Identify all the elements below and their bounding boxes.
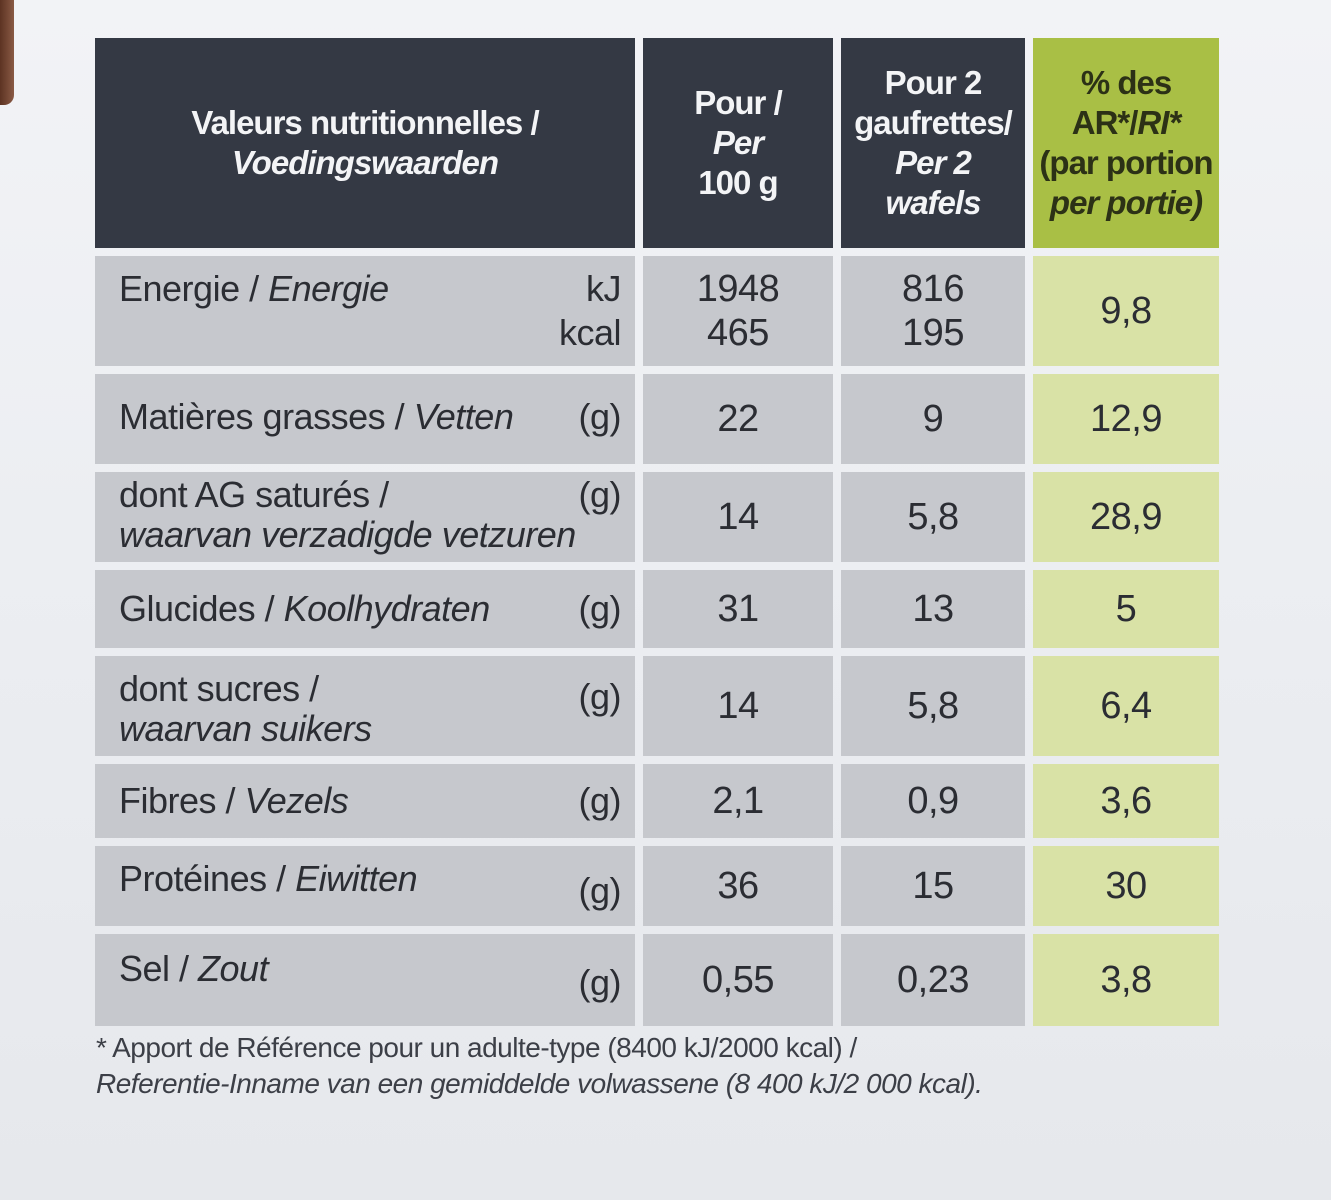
per-2-wafers-cell: 0,9 [841,764,1025,838]
header-per-100g: Pour / Per 100 g [643,38,833,248]
unit: (g) [578,780,622,821]
table-row: Sel / Zout (g) 0,55 0,23 3,8 [95,934,1219,1026]
label-nl: Energie [268,268,389,309]
header-col3-line4: per portie) [1049,184,1203,221]
row-label-fr: dont sucres / [119,668,319,709]
unit: (g) [578,474,622,515]
row-label: Glucides / Koolhydraten [119,590,490,628]
row-label-nl: waarvan verzadigde vetzuren [119,514,576,555]
row-label: Matières grasses / Vetten [119,396,514,437]
ri-cell: 5 [1033,570,1219,648]
table-row: Energie / Energie kJ kcal 1948 465 816 195… [95,256,1219,366]
header-col3-line1: % des [1080,64,1172,101]
value-kj-2wafers: 816 [902,268,964,310]
ri-cell: 3,8 [1033,934,1219,1026]
unit: (g) [578,396,622,437]
label-fr: Sel / [119,948,199,989]
row-label-cell: dont AG saturés / waarvan verzadigde vet… [95,472,635,562]
ri-cell: 3,6 [1033,764,1219,838]
header-col1-line3: 100 g [698,164,778,201]
header-col2-line4: wafels [885,184,982,221]
header-col3-ar: AR*/ [1071,104,1139,141]
label-fr: Matières grasses / [119,396,414,437]
row-label: Sel / Zout [119,948,269,989]
row-label-cell: Protéines / Eiwitten (g) [95,846,635,926]
header-col1-line1: Pour / [694,84,783,121]
row-label-cell: dont sucres / waarvan suikers (g) [95,656,635,756]
header-ri-percent: % des AR*/RI* (par portion per portie) [1033,38,1219,248]
nutrition-table: Valeurs nutritionnelles / Voedingswaarde… [95,38,1219,1026]
ri-cell: 28,9 [1033,472,1219,562]
unit: (g) [578,870,622,911]
header-per-2-wafers: Pour 2 gaufrettes/ Per 2 wafels [841,38,1025,248]
unit: (g) [578,676,622,717]
label-nl: Zout [198,948,269,989]
row-label: Protéines / Eiwitten [119,858,418,899]
package-edge [0,0,14,105]
per-100g-cell: 14 [643,472,833,562]
header-col2-line2: gaufrettes/ [854,104,1013,141]
unit-kcal: kcal [558,312,622,353]
row-label: Energie / Energie [119,270,389,308]
header-col2-line1: Pour 2 [884,64,983,101]
label-fr: Energie / [119,268,269,309]
table-row: Glucides / Koolhydraten (g) 31 13 5 [95,570,1219,648]
row-label-cell: Energie / Energie kJ kcal [95,256,635,366]
header-col3-line3: (par portion [1039,144,1213,181]
ri-cell: 12,9 [1033,374,1219,464]
table-row: Matières grasses / Vetten (g) 22 9 12,9 [95,374,1219,464]
header-col0-line2: Voedingswaarden [231,144,499,181]
per-2-wafers-cell: 15 [841,846,1025,926]
unit: (g) [578,588,622,629]
label-fr: Glucides / [119,588,284,629]
per-2-wafers-cell: 5,8 [841,656,1025,756]
value-kcal-100g: 465 [707,312,769,354]
per-100g-cell: 31 [643,570,833,648]
footnote: * Apport de Référence pour un adulte-typ… [96,1030,983,1102]
row-label-cell: Sel / Zout (g) [95,934,635,1026]
header-col2-line3: Per 2 [895,144,972,181]
table-row: Protéines / Eiwitten (g) 36 15 30 [95,846,1219,926]
label-nl: Eiwitten [295,858,418,899]
per-2-wafers-cell: 0,23 [841,934,1025,1026]
label-fr: Protéines / [119,858,296,899]
header-nutrition-values: Valeurs nutritionnelles / Voedingswaarde… [95,38,635,248]
value-kcal-2wafers: 195 [902,312,964,354]
ri-cell: 6,4 [1033,656,1219,756]
label-nl: Vezels [244,780,349,821]
ri-cell: 9,8 [1033,256,1219,366]
label-nl: Koolhydraten [283,588,491,629]
label-nl: Vetten [413,396,514,437]
per-100g-cell: 14 [643,656,833,756]
per-100g-cell: 22 [643,374,833,464]
row-label: Fibres / Vezels [119,780,349,821]
per-100g-cell: 0,55 [643,934,833,1026]
per-100g-cell: 36 [643,846,833,926]
table-row: Fibres / Vezels (g) 2,1 0,9 3,6 [95,764,1219,838]
value-kj-100g: 1948 [696,268,780,310]
header-col3-ri: RI* [1137,104,1181,141]
row-label-cell: Matières grasses / Vetten (g) [95,374,635,464]
per-100g-cell: 1948 465 [643,256,833,366]
row-label-fr: dont AG saturés / [119,474,389,515]
unit: (g) [578,962,622,1003]
header-col1-line2: Per [712,124,764,161]
per-2-wafers-cell: 5,8 [841,472,1025,562]
footnote-line2: Referentie-Inname van een gemiddelde vol… [96,1068,983,1099]
label-fr: Fibres / [119,780,245,821]
row-label-nl: waarvan suikers [119,708,372,749]
footnote-line1: * Apport de Référence pour un adulte-typ… [96,1032,857,1063]
header-col0-line1: Valeurs nutritionnelles / [191,104,539,141]
per-2-wafers-cell: 816 195 [841,256,1025,366]
per-100g-cell: 2,1 [643,764,833,838]
table-row: dont AG saturés / waarvan verzadigde vet… [95,472,1219,562]
unit-kj: kJ [586,268,622,309]
table-row: dont sucres / waarvan suikers (g) 14 5,8… [95,656,1219,756]
ri-cell: 30 [1033,846,1219,926]
row-label-cell: Glucides / Koolhydraten (g) [95,570,635,648]
per-2-wafers-cell: 9 [841,374,1025,464]
row-label-cell: Fibres / Vezels (g) [95,764,635,838]
header-row: Valeurs nutritionnelles / Voedingswaarde… [95,38,1219,248]
per-2-wafers-cell: 13 [841,570,1025,648]
